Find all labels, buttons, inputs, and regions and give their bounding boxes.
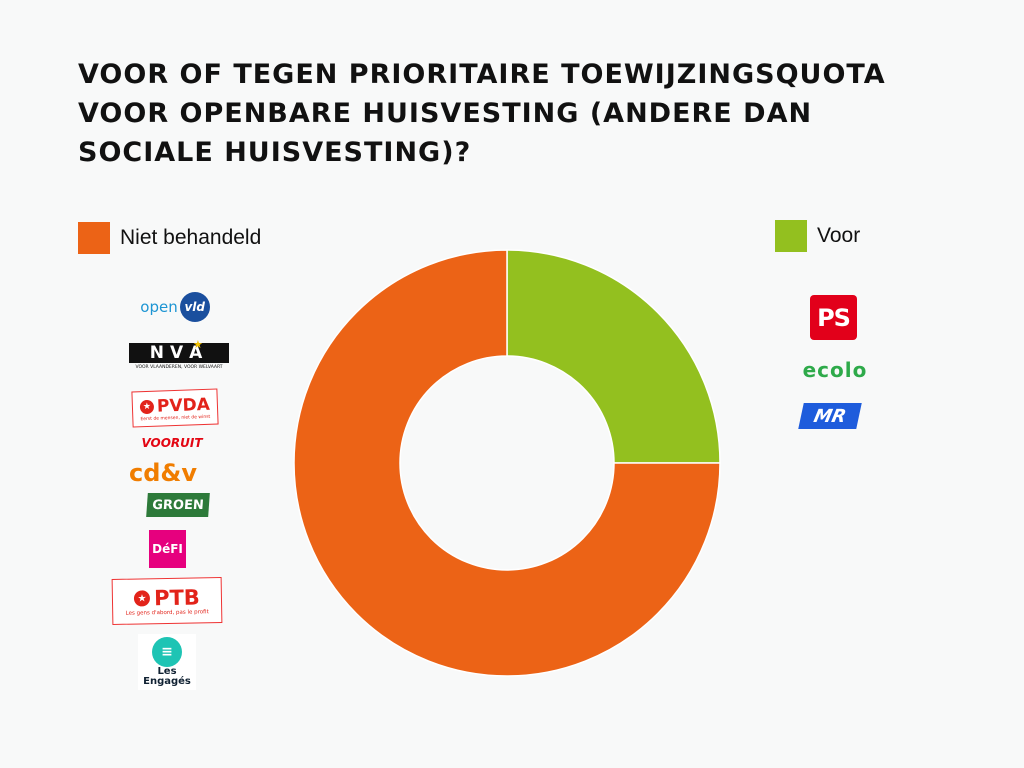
open-vld-logo: open vld bbox=[136, 292, 214, 322]
nva-logo-tag: VOOR VLAANDEREN, VOOR WELVAART bbox=[135, 364, 223, 370]
legend-voor: Voor bbox=[775, 220, 860, 252]
nva-logo-text: NV bbox=[149, 342, 190, 363]
open-vld-logo-vld: vld bbox=[179, 292, 210, 322]
les-engages-l1: Les bbox=[157, 666, 177, 677]
nva-logo-mark: NV A ★ bbox=[129, 338, 229, 363]
donut-slice-voor bbox=[506, 249, 721, 464]
chart-title: VOOR OF TEGEN PRIORITAIRE TOEWIJZINGSQUO… bbox=[78, 59, 886, 168]
nva-logo-text2: A bbox=[189, 342, 209, 363]
cdv-logo: cd&v bbox=[129, 459, 197, 487]
les-engages-icon: ≡ bbox=[152, 637, 182, 667]
legend-label-voor: Voor bbox=[817, 224, 861, 247]
legend-swatch-voor bbox=[775, 220, 807, 252]
vooruit-logo: VOORUIT bbox=[141, 436, 203, 450]
nva-logo: NV A ★ VOOR VLAANDEREN, VOOR WELVAART bbox=[128, 338, 230, 372]
nva-star-icon: ★ bbox=[193, 337, 209, 351]
donut-slice-niet-behandeld bbox=[293, 249, 721, 677]
defi-logo: DéFI bbox=[149, 530, 186, 568]
ecolo-logo: ecolo bbox=[802, 358, 868, 382]
open-vld-logo-open: open bbox=[140, 298, 178, 316]
legend-swatch-niet-behandeld bbox=[78, 222, 110, 254]
les-engages-l2: Engagés bbox=[143, 676, 191, 687]
donut-slices bbox=[293, 249, 721, 677]
les-engages-logo: ≡ Les Engagés bbox=[138, 634, 196, 690]
legend-label-niet-behandeld: Niet behandeld bbox=[120, 226, 262, 249]
legend-niet-behandeld: Niet behandeld bbox=[78, 222, 261, 254]
ps-logo: PS bbox=[810, 295, 857, 340]
